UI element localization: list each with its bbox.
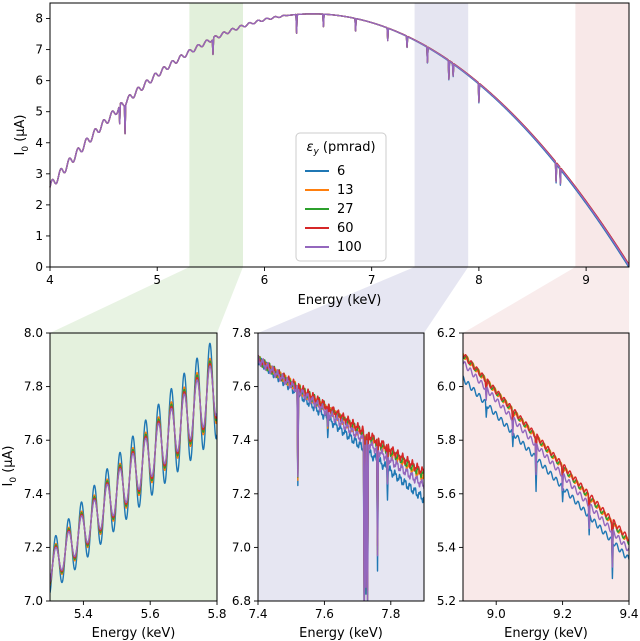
zoom3-y-tick-label: 5.4: [437, 540, 456, 554]
main-y-tick-label: 8: [35, 12, 43, 26]
zoom-panel-1-y-label-main: I: [1, 483, 16, 487]
legend-title-main: ε: [306, 140, 313, 155]
zoom3-y-tick-label: 5.6: [437, 487, 456, 501]
legend-title-rest: (pmrad): [319, 140, 376, 155]
main-y-tick-label: 5: [35, 105, 43, 119]
zoom1-y-tick-label: 8.0: [24, 326, 43, 340]
zoom-panel-3-x-label: Energy (keV): [504, 626, 588, 641]
legend-title-sub: y: [312, 147, 319, 157]
zoom-panel-1-x-label: Energy (keV): [92, 626, 176, 641]
main-series-100: [49, 13, 630, 267]
main-y-tick-label: 7: [35, 43, 43, 57]
zoom2-x-tick-label: 7.6: [315, 607, 334, 621]
zoom1-y-tick-label: 7.4: [24, 487, 43, 501]
legend-entries: 6 13 27 60 100: [305, 164, 362, 255]
zoom-panel-2-frame: [257, 332, 425, 602]
zoom-panel-3-frame: [462, 332, 630, 602]
zoom1-x-tick-label: 5.4: [74, 607, 93, 621]
zoom3-y-tick-label: 6.0: [437, 380, 456, 394]
zoom-panel-2: 7.4 7.6 7.8 6.8 7.0 7.2 7.4 7.6 7.8 Energy (keV): [232, 326, 425, 641]
zoom-panel-3: 9.0 9.2 9.4 5.2 5.4 5.6 5.8 6.0 6.2 Energy (keV): [437, 326, 639, 641]
legend-title: εy (pmrad): [306, 140, 375, 157]
main-y-tick-label: 2: [35, 198, 43, 212]
zoom-panel-1-y-label: I0 (μA): [1, 445, 19, 486]
main-y-label-rest: (μA): [13, 114, 28, 145]
zoom3-series-6: [463, 375, 629, 580]
zoom2-x-tick-label: 7.8: [381, 607, 400, 621]
zoom2-y-tick-label: 7.0: [232, 540, 251, 554]
main-y-label: I0 (μA): [13, 114, 31, 155]
main-x-tick-label: 6: [261, 273, 269, 287]
main-y-tick-label: 4: [35, 136, 43, 150]
zoom-panel-1-y-label-sub: 0: [9, 477, 19, 483]
main-y-label-main: I: [13, 152, 28, 156]
zoom3-x-tick-label: 9.0: [487, 607, 506, 621]
main-x-tick-label: 9: [582, 273, 590, 287]
legend-label-13: 13: [337, 183, 354, 198]
zoom-panel-2-x-label: Energy (keV): [299, 626, 383, 641]
zoom-panel-1-background: [50, 333, 217, 601]
highlight-band-blue: [414, 3, 469, 267]
zoom2-y-tick-label: 7.4: [232, 433, 251, 447]
main-x-label: Energy (keV): [298, 293, 382, 308]
zoom1-x-tick-label: 5.8: [207, 607, 226, 621]
main-plot-frame: [49, 2, 630, 268]
zoom2-x-tick-label: 7.4: [248, 607, 267, 621]
zoom-panel-2-curves: [258, 354, 424, 601]
main-x-tick-label: 7: [368, 273, 376, 287]
zoom2-y-tick-label: 7.2: [232, 487, 251, 501]
zoom-connector-pink: [463, 267, 629, 333]
zoom1-x-tick-label: 5.6: [141, 607, 160, 621]
zoom-panel-1-ticks: 5.4 5.6 5.8 7.0 7.2 7.4 7.6 7.8 8.0: [24, 326, 227, 621]
legend: εy (pmrad) 6 13 27 60 100: [295, 132, 387, 262]
zoom2-y-tick-label: 7.8: [232, 326, 251, 340]
zoom3-x-tick-label: 9.2: [553, 607, 572, 621]
legend-label-60: 60: [337, 221, 354, 236]
zoom1-y-tick-label: 7.8: [24, 380, 43, 394]
highlight-band-green: [189, 3, 243, 267]
main-x-tick-label: 5: [153, 273, 161, 287]
main-y-tick-label: 0: [35, 260, 43, 274]
main-ticks: 4 5 6 7 8 9 0 1 2 3 4 5 6 7 8: [35, 12, 590, 287]
legend-label-27: 27: [337, 202, 354, 217]
zoom3-series-100: [463, 361, 629, 568]
main-y-tick-label: 3: [35, 167, 43, 181]
main-y-tick-label: 6: [35, 74, 43, 88]
zoom-panel-1-frame: [49, 332, 218, 602]
zoom-panel-2-background: [258, 333, 424, 601]
zoom-panel-3-curves: [463, 352, 629, 580]
zoom2-y-tick-label: 6.8: [232, 594, 251, 608]
zoom-connector-green: [50, 267, 243, 333]
main-y-tick-label: 1: [35, 229, 43, 243]
zoom1-series-100: [50, 365, 217, 583]
zoom3-x-tick-label: 9.4: [619, 607, 638, 621]
highlight-bands: [189, 3, 629, 267]
main-curves: [49, 13, 630, 268]
zoom-panel-3-ticks: 9.0 9.2 9.4 5.2 5.4 5.6 5.8 6.0 6.2: [437, 326, 639, 621]
zoom-connector-blue: [258, 267, 469, 333]
zoom2-series-100: [258, 354, 424, 601]
zoom3-series-60: [463, 354, 629, 560]
main-y-label-sub: 0: [21, 146, 31, 152]
zoom-panel-1-curves: [50, 342, 217, 593]
main-x-tick-label: 4: [46, 273, 54, 287]
legend-label-100: 100: [337, 240, 362, 255]
zoom3-y-tick-label: 6.2: [437, 326, 456, 340]
zoom1-y-tick-label: 7.0: [24, 594, 43, 608]
zoom-panel-1-y-label-rest: (μA): [1, 445, 16, 476]
zoom3-y-tick-label: 5.8: [437, 433, 456, 447]
zoom-panel-1: 5.4 5.6 5.8 7.0 7.2 7.4 7.6 7.8 8.0 Energy (keV)…: [1, 326, 227, 641]
zoom1-y-tick-label: 7.2: [24, 540, 43, 554]
zoom-connectors: [50, 267, 629, 333]
zoom2-y-tick-label: 7.6: [232, 380, 251, 394]
legend-label-6: 6: [337, 164, 345, 179]
main-x-tick-label: 8: [475, 273, 483, 287]
zoom-panel-2-ticks: 7.4 7.6 7.8 6.8 7.0 7.2 7.4 7.6 7.8: [232, 326, 400, 621]
zoom3-y-tick-label: 5.2: [437, 594, 456, 608]
zoom1-y-tick-label: 7.6: [24, 433, 43, 447]
